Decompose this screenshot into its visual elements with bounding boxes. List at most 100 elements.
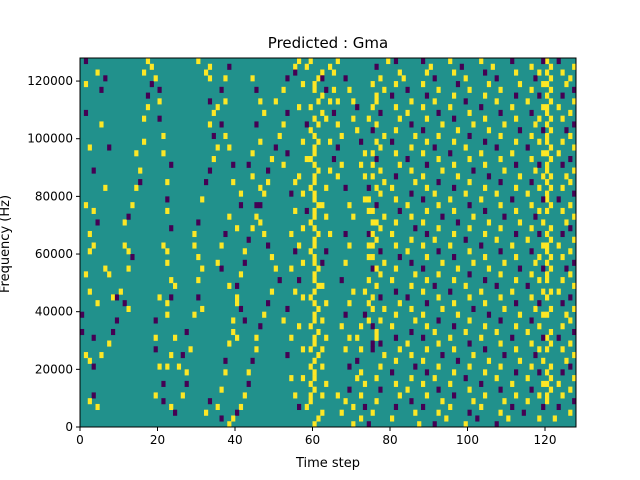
- heatmap-cell: [370, 173, 375, 180]
- heatmap-cell: [548, 184, 554, 191]
- heatmap-cell: [545, 230, 550, 238]
- heatmap-cell: [421, 104, 426, 111]
- heatmap-cell: [502, 213, 507, 220]
- heatmap-cell: [548, 86, 554, 93]
- heatmap-cell: [219, 415, 224, 422]
- heatmap-cell: [545, 92, 550, 99]
- heatmap-cell: [409, 236, 414, 243]
- heatmap-cell: [479, 150, 484, 157]
- heatmap-cell: [560, 277, 565, 284]
- heatmap-cell: [424, 392, 430, 399]
- heatmap-cell: [463, 75, 468, 82]
- heatmap-cell: [324, 86, 329, 93]
- heatmap-cell: [242, 392, 247, 399]
- heatmap-cell: [285, 75, 290, 82]
- heatmap-cell: [362, 196, 368, 203]
- heatmap-cell: [312, 375, 317, 382]
- heatmap-cell: [219, 265, 224, 272]
- heatmap-cell: [370, 254, 375, 261]
- heatmap-cell: [161, 242, 166, 249]
- heatmap-cell: [490, 63, 495, 70]
- heatmap-cell: [312, 173, 317, 180]
- heatmap-cell: [440, 259, 445, 266]
- heatmap-cell: [541, 357, 546, 364]
- heatmap-cell: [266, 242, 271, 249]
- heatmap-cell: [548, 127, 554, 134]
- heatmap-cell: [370, 340, 375, 347]
- heatmap-cell: [548, 63, 554, 70]
- heatmap-cell: [424, 92, 430, 99]
- heatmap-cell: [560, 207, 565, 214]
- heatmap-cell: [370, 207, 375, 214]
- x-tick-label: 0: [76, 433, 84, 447]
- x-tick-label: 40: [227, 433, 242, 447]
- heatmap-cell: [483, 115, 488, 122]
- heatmap-cell: [432, 144, 437, 151]
- heatmap-cell: [486, 173, 492, 180]
- heatmap-cell: [397, 254, 402, 261]
- heatmap-cell: [440, 352, 445, 359]
- heatmap-cell: [258, 202, 263, 209]
- heatmap-cell: [347, 300, 352, 307]
- heatmap-cell: [548, 98, 554, 105]
- heatmap-cell: [80, 328, 85, 336]
- heatmap-cell: [537, 415, 542, 422]
- heatmap-cell: [370, 242, 375, 249]
- heatmap-cell: [328, 167, 333, 174]
- heatmap-cell: [366, 277, 371, 284]
- heatmap-cell: [436, 317, 441, 324]
- heatmap-cell: [362, 403, 368, 411]
- heatmap-cell: [510, 58, 515, 65]
- heatmap-cell: [498, 132, 503, 140]
- heatmap-cell: [366, 421, 371, 428]
- heatmap-cell: [405, 202, 410, 209]
- heatmap-cell: [448, 196, 453, 203]
- heatmap-cell: [525, 282, 530, 289]
- heatmap-cell: [250, 225, 255, 232]
- heatmap-cell: [362, 288, 368, 295]
- heatmap-cell: [269, 254, 275, 261]
- heatmap-cell: [300, 294, 306, 301]
- heatmap-cell: [409, 375, 414, 382]
- heatmap-cell: [235, 334, 240, 341]
- heatmap-cell: [312, 357, 317, 364]
- heatmap-cell: [165, 248, 170, 255]
- heatmap-cell: [297, 323, 302, 330]
- heatmap-cell: [467, 363, 472, 370]
- heatmap-cell: [366, 196, 371, 203]
- heatmap-cell: [378, 271, 383, 278]
- heatmap-cell: [297, 104, 302, 111]
- heatmap-cell: [471, 213, 476, 220]
- heatmap-cell: [560, 92, 565, 99]
- heatmap-cell: [235, 225, 240, 232]
- heatmap-cell: [211, 109, 216, 116]
- heatmap-cell: [312, 271, 317, 278]
- heatmap-cell: [541, 311, 546, 318]
- heatmap-cell: [351, 288, 356, 295]
- heatmap-cell: [537, 138, 542, 145]
- heatmap-cell: [541, 242, 546, 249]
- heatmap-cell: [533, 259, 538, 266]
- heatmap-cell: [355, 104, 360, 111]
- heatmap-cell: [483, 300, 488, 307]
- heatmap-cell: [548, 144, 554, 151]
- heatmap-cell: [548, 340, 554, 347]
- heatmap-cell: [498, 86, 503, 93]
- heatmap-cell: [424, 254, 430, 261]
- heatmap-cell: [486, 357, 492, 364]
- heatmap-cell: [266, 179, 271, 186]
- heatmap-cell: [463, 98, 468, 105]
- heatmap-cell: [440, 398, 445, 405]
- heatmap-cell: [452, 92, 457, 99]
- heatmap-cell: [517, 81, 523, 88]
- y-axis-label: Frequency (Hz): [0, 195, 13, 293]
- heatmap-cell: [235, 282, 240, 289]
- heatmap-cell: [153, 392, 158, 399]
- heatmap-cell: [537, 346, 542, 353]
- heatmap-cell: [87, 248, 92, 255]
- heatmap-cell: [556, 196, 561, 203]
- heatmap-cell: [514, 138, 519, 145]
- heatmap-cell: [486, 81, 492, 88]
- heatmap-cell: [448, 104, 453, 111]
- heatmap-cell: [80, 311, 85, 318]
